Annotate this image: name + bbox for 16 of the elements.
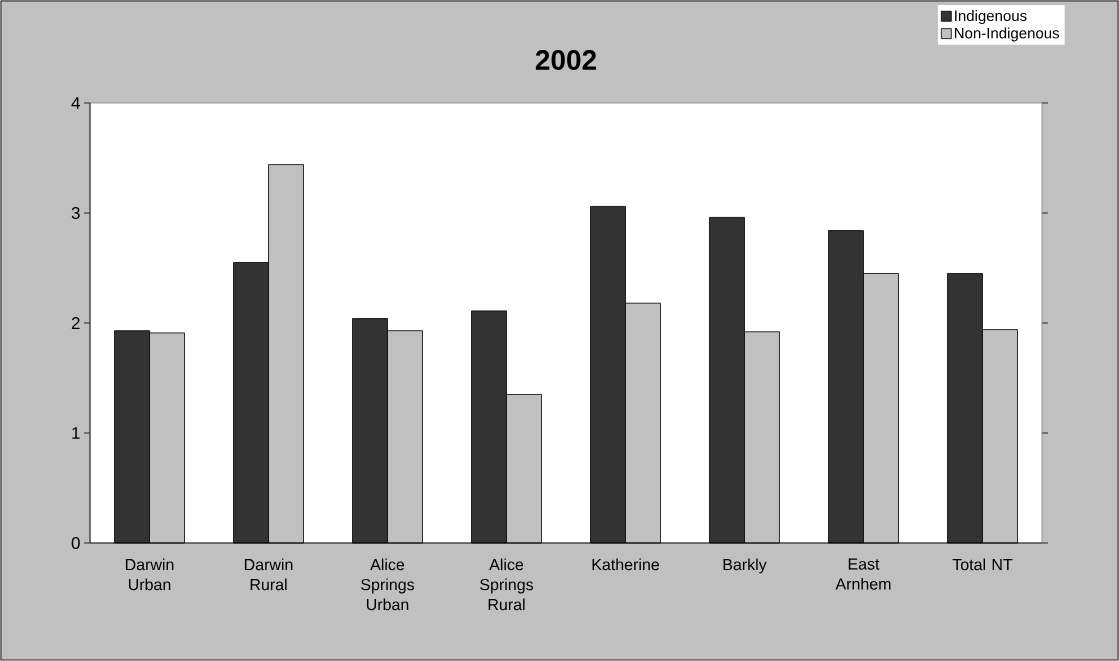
- x-tick-label: Darwin Urban: [125, 558, 174, 591]
- y-tick-label: 3: [71, 206, 80, 220]
- chart-title: 2002: [535, 50, 597, 70]
- legend-label: Non-Indigenous: [954, 27, 1060, 42]
- x-tick-label: Total NT: [952, 558, 1013, 571]
- x-tick-label: Katherine: [592, 558, 660, 571]
- legend-label: Indigenous: [955, 10, 1027, 25]
- y-tick-label: 1: [72, 427, 80, 439]
- x-tick-label: East Arnhem: [835, 558, 891, 590]
- y-tick-label: 2: [71, 317, 80, 329]
- x-tick-label: Alice Springs Urban: [361, 558, 415, 611]
- y-tick-label: 0: [71, 536, 80, 550]
- x-tick-label: Darwin Rural: [244, 558, 293, 591]
- x-tick-label: Barkly: [723, 558, 767, 574]
- x-tick-label: Alice Springs Rural: [480, 558, 534, 611]
- y-tick-label: 4: [71, 97, 80, 109]
